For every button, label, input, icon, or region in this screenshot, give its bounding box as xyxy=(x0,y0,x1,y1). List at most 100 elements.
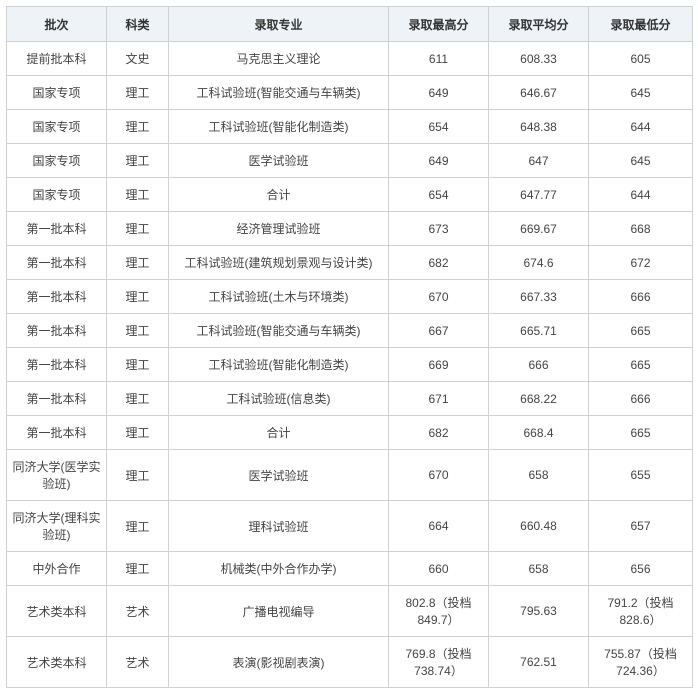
header-max: 录取最高分 xyxy=(389,7,489,42)
table-row: 国家专项理工医学试验班649647645 xyxy=(7,144,693,178)
table-row: 国家专项理工工科试验班(智能化制造类)654648.38644 xyxy=(7,110,693,144)
table-cell: 657 xyxy=(589,501,693,552)
table-cell: 工科试验班(智能化制造类) xyxy=(169,348,389,382)
table-cell: 马克思主义理论 xyxy=(169,42,389,76)
table-cell: 国家专项 xyxy=(7,76,107,110)
table-cell: 第一批本科 xyxy=(7,280,107,314)
table-cell: 理工 xyxy=(107,246,169,280)
table-cell: 理科试验班 xyxy=(169,501,389,552)
header-batch: 批次 xyxy=(7,7,107,42)
table-row: 国家专项理工工科试验班(智能交通与车辆类)649646.67645 xyxy=(7,76,693,110)
table-cell: 理工 xyxy=(107,552,169,586)
table-cell: 647 xyxy=(489,144,589,178)
table-cell: 666 xyxy=(589,382,693,416)
table-cell: 同济大学(理科实验班) xyxy=(7,501,107,552)
table-cell: 654 xyxy=(389,178,489,212)
table-row: 提前批本科文史马克思主义理论611608.33605 xyxy=(7,42,693,76)
admission-table: 批次 科类 录取专业 录取最高分 录取平均分 录取最低分 提前批本科文史马克思主… xyxy=(6,6,693,688)
table-cell: 表演(影视剧表演) xyxy=(169,637,389,688)
table-header: 批次 科类 录取专业 录取最高分 录取平均分 录取最低分 xyxy=(7,7,693,42)
table-cell: 665 xyxy=(589,314,693,348)
table-cell: 673 xyxy=(389,212,489,246)
table-row: 同济大学(医学实验班)理工医学试验班670658655 xyxy=(7,450,693,501)
table-cell: 605 xyxy=(589,42,693,76)
table-row: 第一批本科理工合计682668.4665 xyxy=(7,416,693,450)
table-cell: 646.67 xyxy=(489,76,589,110)
table-cell: 682 xyxy=(389,246,489,280)
table-row: 第一批本科理工工科试验班(智能交通与车辆类)667665.71665 xyxy=(7,314,693,348)
table-cell: 668 xyxy=(589,212,693,246)
table-cell: 658 xyxy=(489,450,589,501)
table-cell: 理工 xyxy=(107,416,169,450)
table-cell: 工科试验班(建筑规划景观与设计类) xyxy=(169,246,389,280)
table-cell: 理工 xyxy=(107,76,169,110)
table-cell: 医学试验班 xyxy=(169,144,389,178)
table-cell: 合计 xyxy=(169,178,389,212)
table-cell: 工科试验班(智能交通与车辆类) xyxy=(169,76,389,110)
table-cell: 第一批本科 xyxy=(7,314,107,348)
table-cell: 666 xyxy=(589,280,693,314)
table-cell: 665 xyxy=(589,348,693,382)
header-avg: 录取平均分 xyxy=(489,7,589,42)
table-cell: 791.2（投档828.6） xyxy=(589,586,693,637)
table-cell: 608.33 xyxy=(489,42,589,76)
table-cell: 理工 xyxy=(107,178,169,212)
table-cell: 669.67 xyxy=(489,212,589,246)
table-cell: 670 xyxy=(389,450,489,501)
table-cell: 艺术类本科 xyxy=(7,637,107,688)
table-cell: 769.8（投档738.74） xyxy=(389,637,489,688)
table-row: 第一批本科理工经济管理试验班673669.67668 xyxy=(7,212,693,246)
table-cell: 理工 xyxy=(107,144,169,178)
table-cell: 644 xyxy=(589,178,693,212)
table-cell: 工科试验班(信息类) xyxy=(169,382,389,416)
table-cell: 649 xyxy=(389,76,489,110)
table-cell: 文史 xyxy=(107,42,169,76)
table-row: 国家专项理工合计654647.77644 xyxy=(7,178,693,212)
table-cell: 理工 xyxy=(107,212,169,246)
table-row: 第一批本科理工工科试验班(建筑规划景观与设计类)682674.6672 xyxy=(7,246,693,280)
table-row: 中外合作理工机械类(中外合作办学)660658656 xyxy=(7,552,693,586)
table-cell: 649 xyxy=(389,144,489,178)
table-row: 艺术类本科艺术表演(影视剧表演)769.8（投档738.74）762.51755… xyxy=(7,637,693,688)
table-cell: 国家专项 xyxy=(7,110,107,144)
table-cell: 理工 xyxy=(107,348,169,382)
table-row: 第一批本科理工工科试验班(智能化制造类)669666665 xyxy=(7,348,693,382)
table-cell: 机械类(中外合作办学) xyxy=(169,552,389,586)
table-cell: 647.77 xyxy=(489,178,589,212)
header-major: 录取专业 xyxy=(169,7,389,42)
table-row: 艺术类本科艺术广播电视编导802.8（投档849.7）795.63791.2（投… xyxy=(7,586,693,637)
table-cell: 工科试验班(智能交通与车辆类) xyxy=(169,314,389,348)
table-cell: 664 xyxy=(389,501,489,552)
table-cell: 611 xyxy=(389,42,489,76)
table-cell: 第一批本科 xyxy=(7,416,107,450)
table-cell: 第一批本科 xyxy=(7,382,107,416)
table-cell: 802.8（投档849.7） xyxy=(389,586,489,637)
table-cell: 648.38 xyxy=(489,110,589,144)
table-cell: 中外合作 xyxy=(7,552,107,586)
table-cell: 医学试验班 xyxy=(169,450,389,501)
table-cell: 672 xyxy=(589,246,693,280)
table-cell: 理工 xyxy=(107,110,169,144)
table-cell: 第一批本科 xyxy=(7,212,107,246)
table-cell: 660.48 xyxy=(489,501,589,552)
table-cell: 665.71 xyxy=(489,314,589,348)
table-cell: 理工 xyxy=(107,501,169,552)
table-cell: 762.51 xyxy=(489,637,589,688)
table-row: 第一批本科理工工科试验班(土木与环境类)670667.33666 xyxy=(7,280,693,314)
table-cell: 670 xyxy=(389,280,489,314)
table-cell: 660 xyxy=(389,552,489,586)
table-cell: 理工 xyxy=(107,314,169,348)
table-row: 第一批本科理工工科试验班(信息类)671668.22666 xyxy=(7,382,693,416)
table-cell: 理工 xyxy=(107,450,169,501)
table-body: 提前批本科文史马克思主义理论611608.33605国家专项理工工科试验班(智能… xyxy=(7,42,693,688)
table-cell: 艺术 xyxy=(107,586,169,637)
header-category: 科类 xyxy=(107,7,169,42)
table-cell: 667.33 xyxy=(489,280,589,314)
table-cell: 工科试验班(土木与环境类) xyxy=(169,280,389,314)
table-cell: 645 xyxy=(589,144,693,178)
table-cell: 第一批本科 xyxy=(7,348,107,382)
table-cell: 654 xyxy=(389,110,489,144)
table-cell: 669 xyxy=(389,348,489,382)
table-cell: 国家专项 xyxy=(7,144,107,178)
table-cell: 668.22 xyxy=(489,382,589,416)
